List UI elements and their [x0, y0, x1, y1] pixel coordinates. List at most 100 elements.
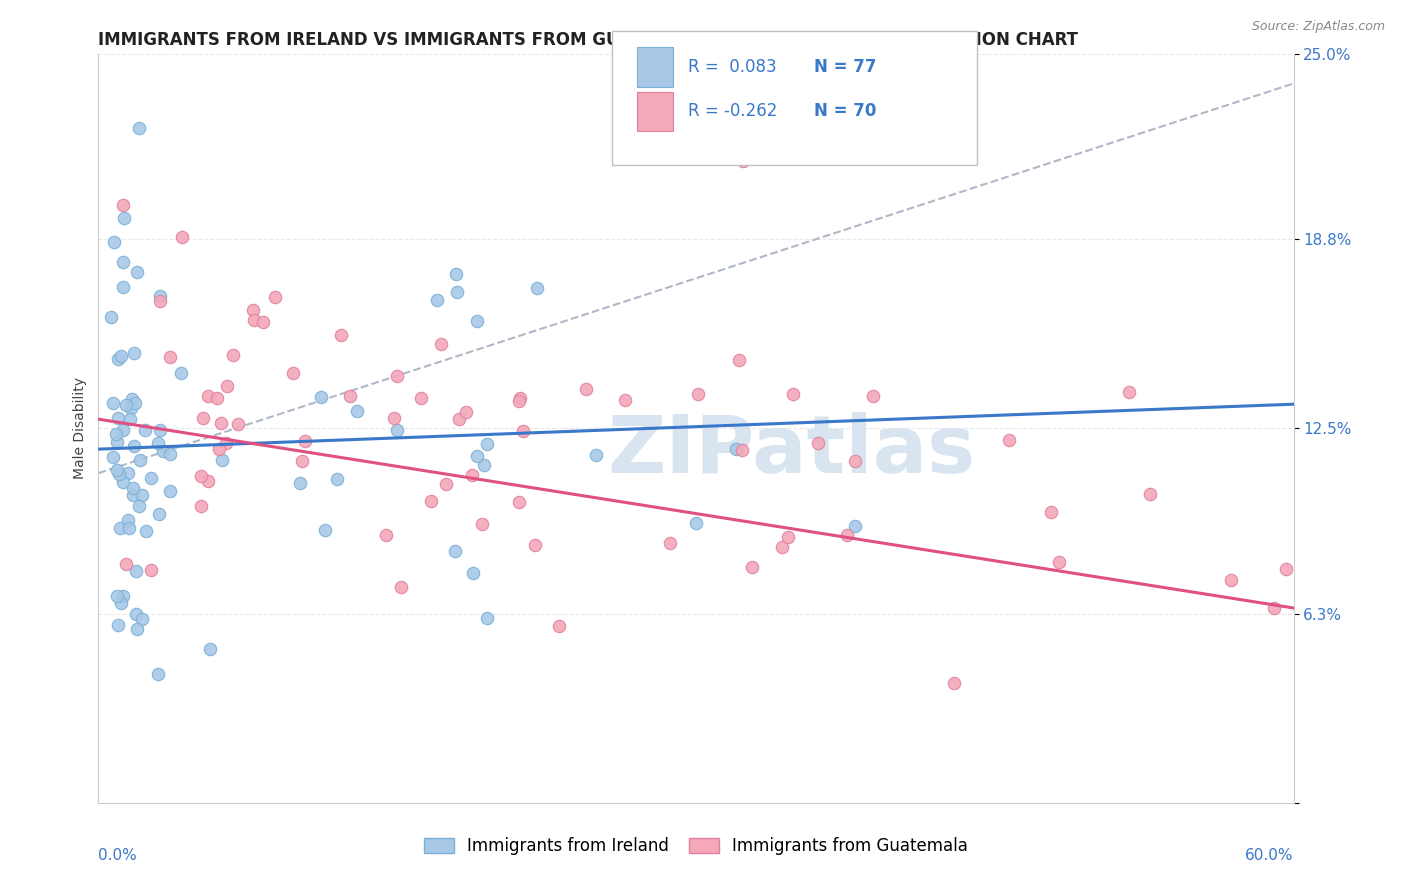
- Point: [215, 436, 238, 450]
- Point: [526, 281, 548, 295]
- Point: [141, 563, 163, 577]
- Text: Source: ZipAtlas.com: Source: ZipAtlas.com: [1251, 20, 1385, 33]
- Point: [222, 348, 245, 362]
- Point: [733, 153, 755, 168]
- Point: [309, 390, 332, 404]
- Point: [128, 499, 150, 513]
- Point: [508, 393, 530, 408]
- Point: [127, 265, 149, 279]
- Point: [107, 410, 129, 425]
- Point: [430, 336, 453, 351]
- Text: IMMIGRANTS FROM IRELAND VS IMMIGRANTS FROM GUATEMALA MALE DISABILITY CORRELATION: IMMIGRANTS FROM IRELAND VS IMMIGRANTS FR…: [98, 31, 1078, 49]
- Point: [209, 416, 232, 430]
- Point: [124, 396, 146, 410]
- Point: [101, 450, 124, 464]
- Point: [117, 513, 139, 527]
- Point: [242, 303, 264, 318]
- Point: [120, 412, 142, 426]
- Point: [1139, 486, 1161, 500]
- Point: [614, 392, 637, 407]
- Point: [135, 524, 157, 538]
- Point: [110, 596, 132, 610]
- Point: [444, 267, 467, 281]
- Point: [125, 607, 148, 622]
- Point: [1220, 573, 1243, 587]
- Point: [1118, 385, 1140, 400]
- Point: [465, 314, 488, 328]
- Point: [122, 439, 145, 453]
- Point: [346, 403, 368, 417]
- Point: [149, 293, 172, 308]
- Point: [117, 466, 139, 480]
- Point: [472, 458, 495, 472]
- Point: [226, 417, 249, 432]
- Point: [103, 396, 125, 410]
- Point: [1047, 555, 1070, 569]
- Point: [465, 449, 488, 463]
- Point: [778, 530, 800, 544]
- Point: [547, 619, 569, 633]
- Point: [159, 447, 181, 461]
- Point: [294, 434, 316, 448]
- Point: [461, 467, 484, 482]
- Point: [731, 443, 754, 458]
- Point: [152, 444, 174, 458]
- Point: [122, 488, 145, 502]
- Point: [111, 589, 134, 603]
- Point: [207, 391, 229, 405]
- Point: [243, 313, 266, 327]
- Point: [120, 401, 142, 415]
- Text: R = -0.262: R = -0.262: [688, 103, 778, 120]
- Point: [844, 518, 866, 533]
- Point: [375, 528, 398, 542]
- Point: [159, 350, 181, 364]
- Point: [197, 475, 219, 489]
- Point: [770, 541, 793, 555]
- Point: [112, 475, 135, 489]
- Point: [454, 405, 477, 419]
- Point: [782, 387, 804, 401]
- Point: [1313, 266, 1336, 280]
- Point: [118, 521, 141, 535]
- Point: [512, 424, 534, 438]
- Point: [208, 442, 231, 457]
- Point: [471, 516, 494, 531]
- Point: [112, 423, 135, 437]
- Point: [149, 423, 172, 437]
- Point: [330, 327, 353, 342]
- Point: [449, 412, 471, 426]
- Point: [685, 516, 707, 530]
- Point: [124, 565, 146, 579]
- Point: [446, 285, 468, 300]
- Point: [193, 411, 215, 425]
- Point: [107, 352, 129, 367]
- Point: [146, 667, 169, 681]
- Point: [585, 448, 607, 462]
- Point: [508, 494, 530, 508]
- Point: [211, 452, 233, 467]
- Point: [122, 346, 145, 360]
- Point: [283, 366, 305, 380]
- Point: [131, 488, 153, 502]
- Point: [131, 612, 153, 626]
- Point: [339, 389, 361, 403]
- Point: [100, 310, 122, 325]
- Point: [121, 392, 143, 406]
- Point: [170, 366, 193, 380]
- Point: [128, 453, 150, 467]
- Text: 0.0%: 0.0%: [98, 847, 138, 863]
- Point: [115, 558, 138, 572]
- Text: R =  0.083: R = 0.083: [688, 58, 776, 76]
- Point: [389, 581, 412, 595]
- Point: [326, 472, 349, 486]
- Point: [862, 389, 884, 403]
- Text: N = 70: N = 70: [814, 103, 876, 120]
- Point: [148, 435, 170, 450]
- Point: [104, 427, 127, 442]
- Point: [159, 483, 181, 498]
- Point: [139, 471, 162, 485]
- Point: [688, 386, 710, 401]
- Point: [837, 528, 859, 542]
- Point: [444, 544, 467, 558]
- Point: [288, 475, 311, 490]
